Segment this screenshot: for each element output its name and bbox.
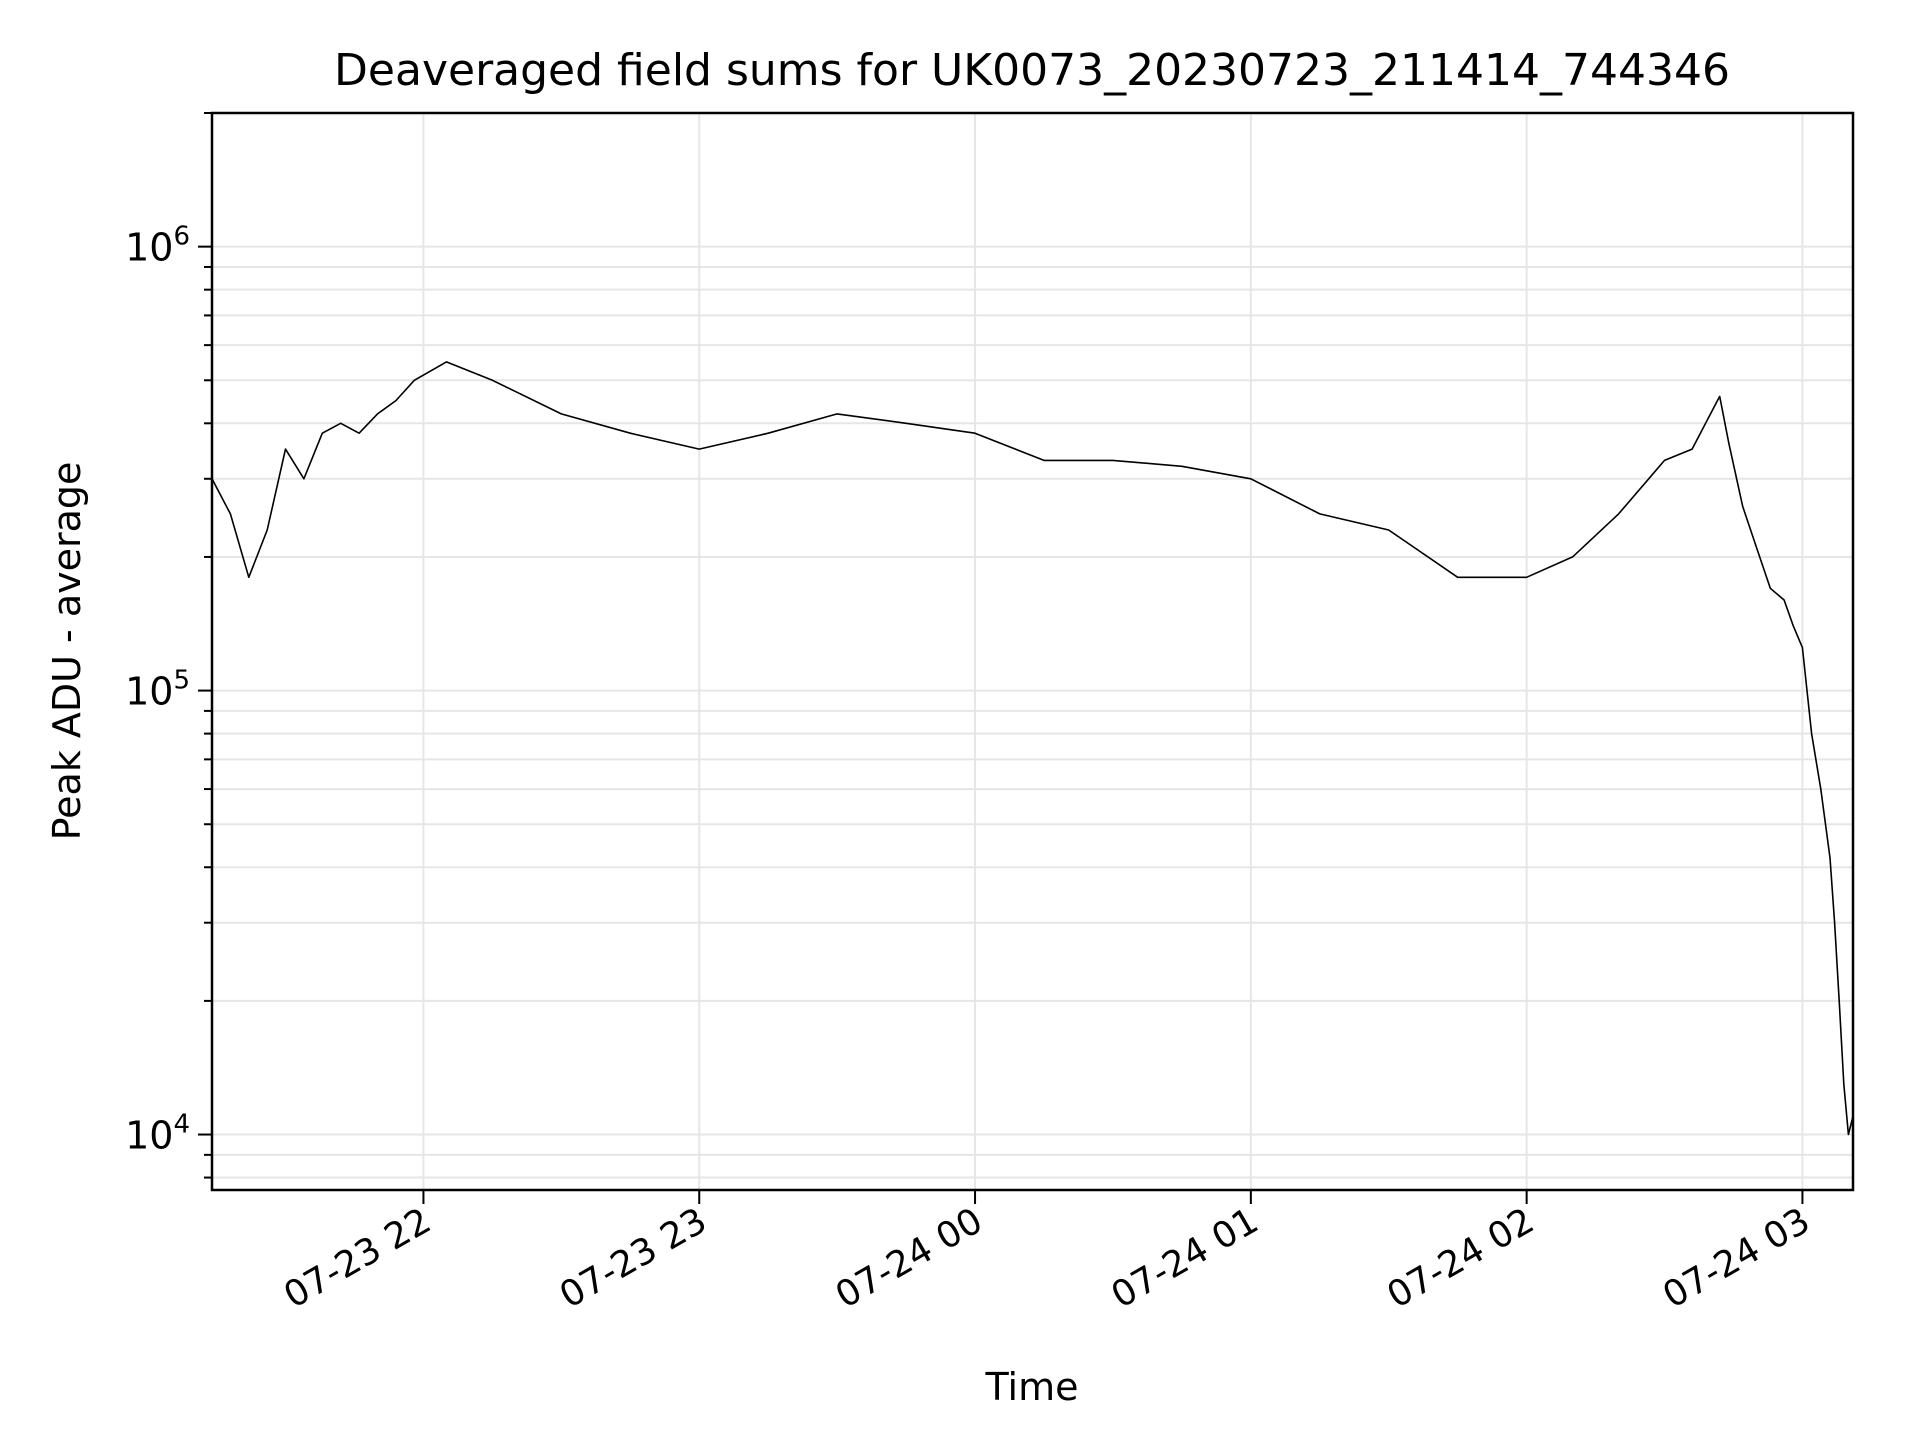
plot-frame bbox=[210, 111, 1855, 1192]
chart-title: Deaveraged field sums for UK0073_2023072… bbox=[334, 45, 1730, 96]
y-tick-label: 104 bbox=[125, 1110, 190, 1158]
y-tick-label: 105 bbox=[125, 666, 190, 714]
x-axis-label: Time bbox=[985, 1365, 1079, 1409]
y-tick-label: 106 bbox=[125, 222, 190, 270]
y-axis-label: Peak ADU - average bbox=[45, 462, 89, 841]
series-line bbox=[211, 361, 1854, 1136]
